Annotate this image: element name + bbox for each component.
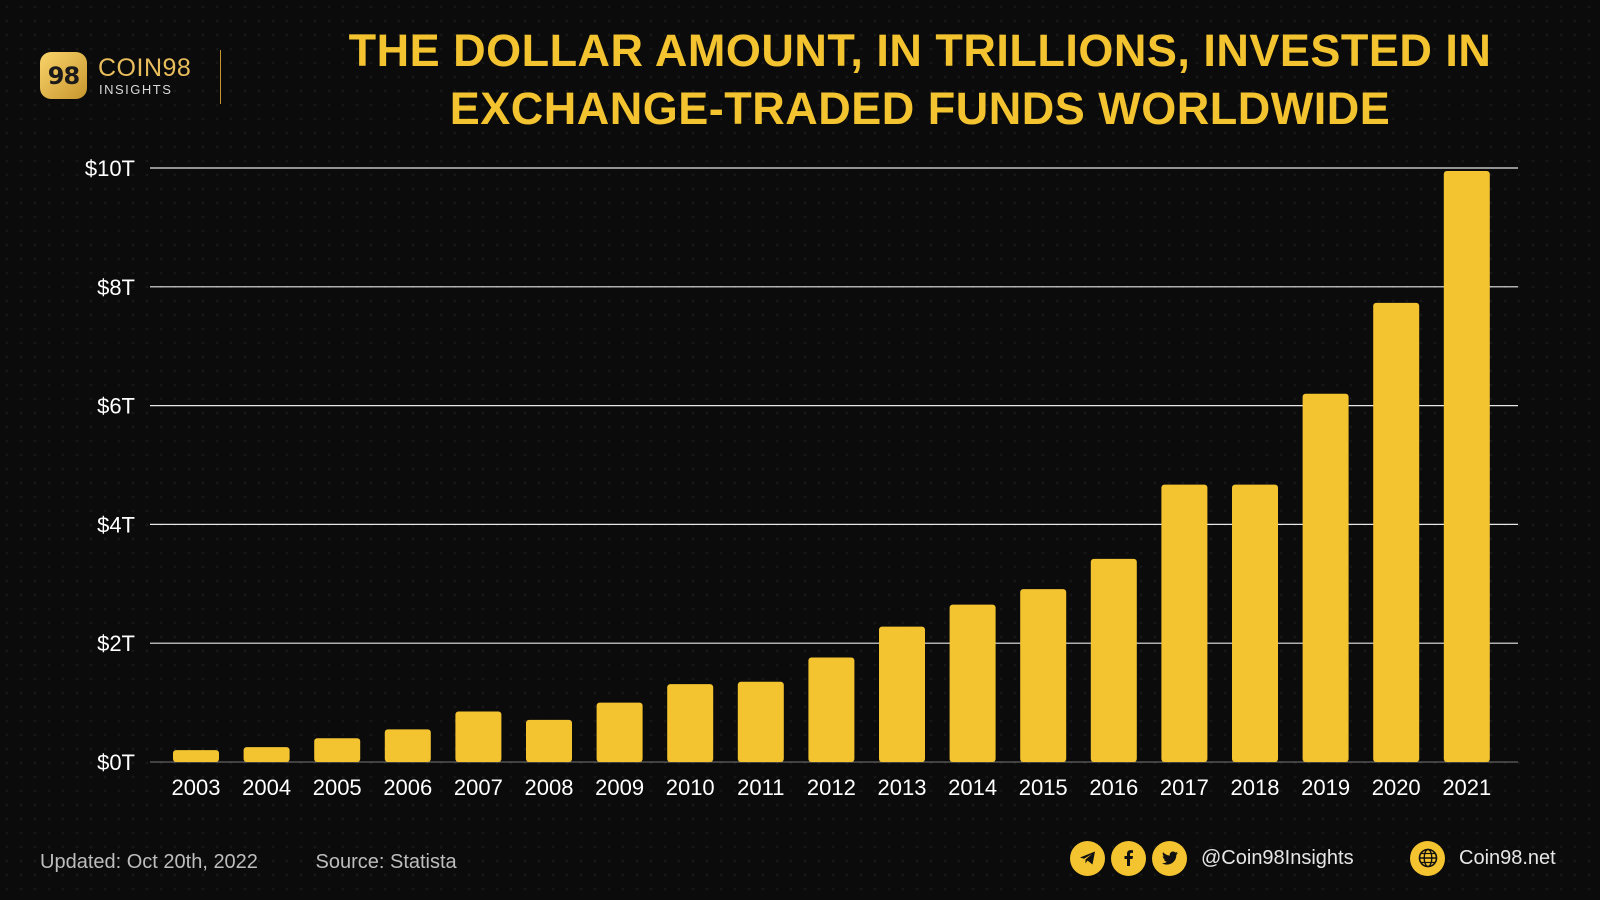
website-link[interactable]: Coin98.net [1410, 840, 1556, 876]
x-tick-label: 2005 [313, 775, 362, 800]
x-tick-label: 2004 [242, 775, 291, 800]
y-tick-label: $4T [97, 512, 135, 537]
social-links: @Coin98Insights [1070, 840, 1354, 876]
y-tick-label: $2T [97, 631, 135, 656]
bar [1373, 302, 1420, 762]
x-tick-label: 2010 [666, 775, 715, 800]
bar [1020, 589, 1067, 762]
brand-subtitle: INSIGHTS [99, 82, 173, 97]
coin98-logo-icon: 98 [40, 52, 87, 99]
x-tick-label: 2006 [383, 775, 432, 800]
bar [596, 702, 643, 762]
bar [667, 684, 714, 762]
x-tick-label: 2011 [737, 775, 784, 800]
bar [243, 747, 290, 762]
x-tick-label: 2021 [1442, 775, 1491, 800]
bar [1232, 484, 1278, 762]
chart-title-line-1: THE DOLLAR AMOUNT, IN TRILLIONS, INVESTE… [348, 25, 1492, 76]
x-tick-label: 2012 [807, 775, 856, 800]
x-tick-label: 2017 [1160, 775, 1209, 800]
source-label: Source: Statista [315, 851, 457, 873]
telegram-icon[interactable] [1070, 840, 1105, 876]
chart-title-line-2: EXCHANGE-TRADED FUNDS WORLDWIDE [449, 83, 1391, 134]
header-divider [220, 50, 221, 104]
x-tick-label: 2013 [878, 775, 927, 800]
bar [949, 604, 996, 762]
bar [173, 750, 219, 762]
bar [808, 657, 855, 762]
x-tick-label: 2015 [1019, 775, 1068, 800]
x-tick-label: 2016 [1089, 775, 1138, 800]
x-tick-label: 2018 [1231, 775, 1280, 800]
y-tick-label: $0T [97, 750, 135, 775]
y-tick-label: $10T [85, 156, 135, 181]
website-url[interactable]: Coin98.net [1459, 846, 1556, 869]
y-tick-label: $6T [97, 394, 135, 419]
x-tick-label: 2014 [948, 775, 997, 800]
bar [384, 729, 431, 762]
brand-logo: 98 COIN98 INSIGHTS [40, 52, 240, 104]
social-handle[interactable]: @Coin98Insights [1201, 846, 1354, 869]
x-tick-label: 2003 [172, 775, 221, 800]
x-tick-label: 2009 [595, 775, 644, 800]
x-tick-label: 2020 [1372, 775, 1421, 800]
x-tick-label: 2008 [525, 775, 574, 800]
y-tick-label: $8T [97, 275, 135, 300]
updated-date: Updated: Oct 20th, 2022 [40, 851, 258, 873]
bar [737, 681, 784, 762]
x-tick-label: 2007 [454, 775, 503, 800]
bar [526, 719, 572, 762]
bar [879, 626, 925, 762]
bar [1443, 170, 1490, 763]
bar [455, 711, 502, 762]
facebook-icon[interactable] [1111, 840, 1146, 876]
globe-icon [1410, 840, 1445, 876]
x-tick-label: 2019 [1301, 775, 1350, 800]
bar [1302, 393, 1349, 762]
bar [1090, 558, 1137, 762]
chart-title: THE DOLLAR AMOUNT, IN TRILLIONS, INVESTE… [270, 22, 1570, 138]
bar [1161, 484, 1208, 762]
bar [314, 738, 361, 762]
twitter-icon[interactable] [1152, 840, 1187, 876]
footer-info: Updated: Oct 20th, 2022 Source: Statista [40, 851, 457, 874]
brand-name: COIN98 [98, 54, 192, 82]
